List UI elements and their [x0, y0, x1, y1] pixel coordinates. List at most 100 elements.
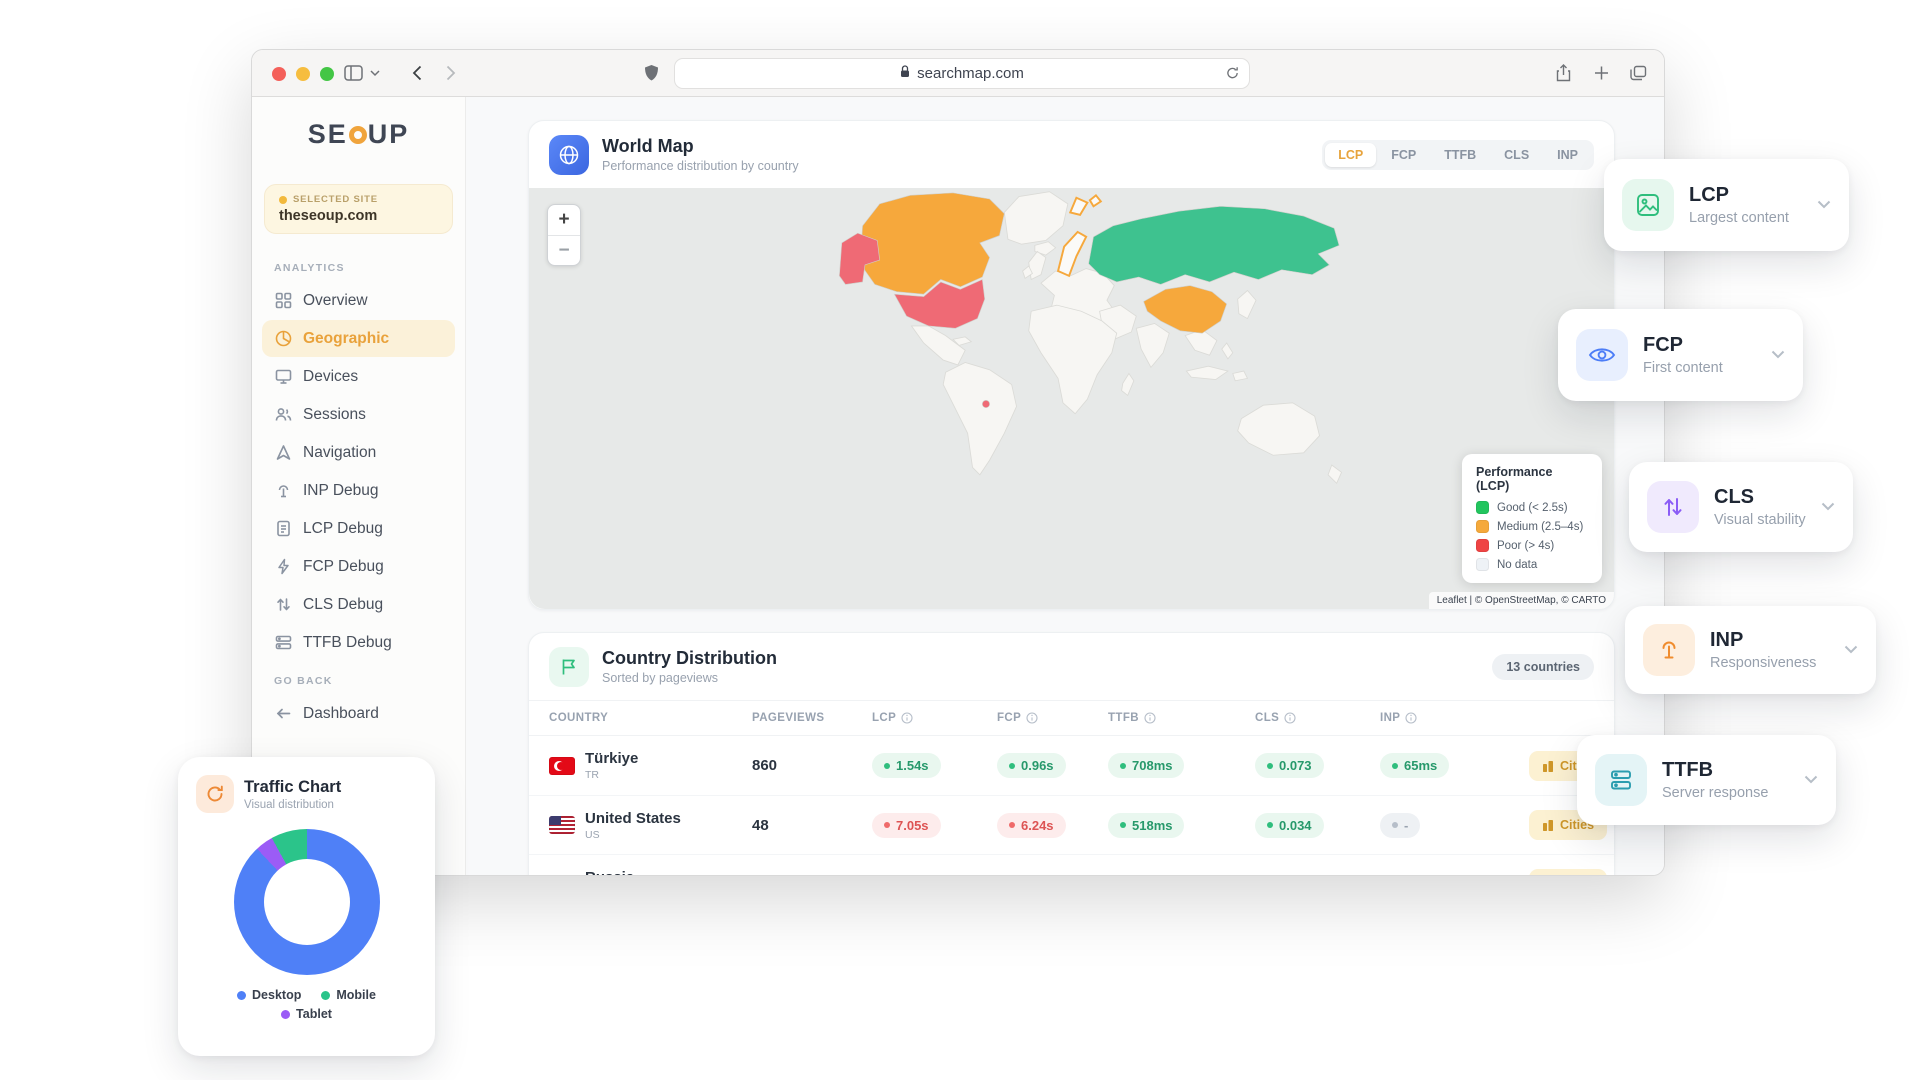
- lcp-pill: 7.05s: [872, 813, 941, 838]
- share-icon[interactable]: [1556, 64, 1571, 82]
- sidebar-item-overview[interactable]: Overview: [262, 282, 455, 319]
- app-logo: SEUP: [252, 119, 465, 150]
- forward-icon[interactable]: [446, 65, 456, 81]
- col-ttfb: TTFB: [1108, 712, 1255, 724]
- reload-icon[interactable]: [1226, 66, 1239, 85]
- map-attribution[interactable]: Leaflet | © OpenStreetMap, © CARTO: [1429, 592, 1614, 609]
- sidebar-item-label: TTFB Debug: [303, 634, 392, 652]
- world-map-card: World Map Performance distribution by co…: [528, 120, 1615, 610]
- cls-pill: 0.073: [1255, 753, 1324, 778]
- image-icon: [1622, 179, 1674, 231]
- sidebar-item-label: Devices: [303, 368, 358, 386]
- privacy-shield-icon[interactable]: [644, 65, 659, 82]
- country-uruguay: [982, 400, 989, 407]
- tab-ttfb[interactable]: TTFB: [1431, 143, 1489, 167]
- country-svalbard-east: [1090, 195, 1101, 206]
- ttfb-pill: 518ms: [1108, 813, 1184, 838]
- legend-mobile: Mobile: [321, 988, 376, 1002]
- lock-icon: [900, 65, 910, 83]
- sidebar-item-label: INP Debug: [303, 482, 379, 500]
- selected-site-box[interactable]: SELECTED SITE theseoup.com: [264, 184, 453, 234]
- flag-icon: [549, 647, 589, 687]
- shift-arrows-icon: [1647, 481, 1699, 533]
- chevron-down-icon[interactable]: [1817, 196, 1831, 214]
- metric-card-inp[interactable]: INP Responsiveness: [1625, 606, 1876, 694]
- server-icon: [1595, 754, 1647, 806]
- fcp-pill: 0.96s: [997, 753, 1066, 778]
- col-country: COUNTRY: [549, 712, 752, 724]
- country-canada: [860, 193, 1004, 294]
- zoom-in-button[interactable]: +: [548, 205, 580, 235]
- maximize-window-button[interactable]: [320, 67, 334, 81]
- info-icon: [1284, 712, 1296, 724]
- buildings-icon: [1542, 760, 1554, 772]
- zoom-out-button[interactable]: −: [548, 235, 580, 265]
- tab-cls[interactable]: CLS: [1491, 143, 1542, 167]
- traffic-chart-subtitle: Visual distribution: [244, 799, 341, 811]
- sidebar-item-inp-debug[interactable]: INP Debug: [262, 472, 455, 509]
- legend-good-swatch: [1476, 501, 1489, 514]
- cities-button[interactable]: Cities: [1529, 869, 1607, 876]
- document-icon: [275, 520, 292, 537]
- traffic-donut: [234, 829, 380, 975]
- metric-card-ttfb[interactable]: TTFB Server response: [1577, 735, 1836, 825]
- world-map-svg: [529, 188, 1614, 609]
- sidebar-item-geographic[interactable]: Geographic: [262, 320, 455, 357]
- traffic-chart-title: Traffic Chart: [244, 778, 341, 797]
- country-indonesia-east: [1233, 371, 1248, 381]
- buildings-icon: [1542, 819, 1554, 831]
- sidebar-item-sessions[interactable]: Sessions: [262, 396, 455, 433]
- chevron-down-icon[interactable]: [1771, 346, 1785, 364]
- navigation-arrow-icon: [275, 444, 292, 461]
- pie-globe-icon: [275, 330, 292, 347]
- col-fcp: FCP: [997, 712, 1108, 724]
- metric-card-lcp[interactable]: LCP Largest content: [1604, 159, 1849, 251]
- chevron-down-icon[interactable]: [1821, 498, 1835, 516]
- inp-pill: 65ms: [1380, 753, 1449, 778]
- sidebar-item-cls-debug[interactable]: CLS Debug: [262, 586, 455, 623]
- chevron-down-icon[interactable]: [1804, 771, 1818, 789]
- country-japan: [1238, 291, 1256, 319]
- sidebar-item-navigation[interactable]: Navigation: [262, 434, 455, 471]
- sidebar-item-devices[interactable]: Devices: [262, 358, 455, 395]
- sidebar-item-ttfb-debug[interactable]: TTFB Debug: [262, 624, 455, 661]
- info-icon: [1405, 712, 1417, 724]
- info-icon: [901, 712, 913, 724]
- table-row[interactable]: Russia RU Cities: [529, 854, 1614, 876]
- country-greenland: [1004, 192, 1068, 244]
- table-row[interactable]: Türkiye TR 860 1.54s 0.96s 708ms 0.073 6…: [529, 736, 1614, 795]
- minimize-window-button[interactable]: [296, 67, 310, 81]
- lcp-pill: 1.54s: [872, 753, 941, 778]
- chevron-down-icon[interactable]: [1844, 641, 1858, 659]
- tab-fcp[interactable]: FCP: [1378, 143, 1429, 167]
- leaflet-map[interactable]: + − Performance (LCP) Good (< 2.5s) Medi…: [529, 188, 1614, 609]
- chevron-down-icon[interactable]: [370, 70, 380, 77]
- selected-site-name: theseoup.com: [279, 208, 438, 224]
- go-back-section-label: GO BACK: [274, 675, 465, 687]
- back-icon[interactable]: [412, 65, 422, 81]
- legend-poor-swatch: [1476, 539, 1489, 552]
- address-bar[interactable]: searchmap.com: [674, 58, 1250, 89]
- server-icon: [275, 634, 292, 651]
- sidebar-item-dashboard[interactable]: Dashboard: [262, 695, 455, 732]
- tab-inp[interactable]: INP: [1544, 143, 1591, 167]
- sidebar-toggle-icon[interactable]: [344, 65, 363, 81]
- country-new-zealand: [1328, 465, 1341, 483]
- tap-icon: [275, 482, 292, 499]
- refresh-circle-icon: [196, 775, 234, 813]
- map-card-subtitle: Performance distribution by country: [602, 159, 799, 173]
- tab-overview-icon[interactable]: [1630, 66, 1647, 81]
- sidebar-item-lcp-debug[interactable]: LCP Debug: [262, 510, 455, 547]
- globe-icon: [549, 135, 589, 175]
- country-philippines: [1222, 343, 1233, 359]
- metric-card-cls[interactable]: CLS Visual stability: [1629, 462, 1853, 552]
- country-distribution-card: Country Distribution Sorted by pageviews…: [528, 632, 1615, 876]
- logo-o-icon: [349, 126, 367, 144]
- sidebar-item-fcp-debug[interactable]: FCP Debug: [262, 548, 455, 585]
- table-row[interactable]: United States US 48 7.05s 6.24s 518ms 0.…: [529, 795, 1614, 854]
- traffic-legend: Desktop Mobile Tablet: [178, 988, 435, 1021]
- tab-lcp[interactable]: LCP: [1325, 143, 1376, 167]
- metric-card-fcp[interactable]: FCP First content: [1558, 309, 1803, 401]
- new-tab-icon[interactable]: [1594, 66, 1609, 81]
- close-window-button[interactable]: [272, 67, 286, 81]
